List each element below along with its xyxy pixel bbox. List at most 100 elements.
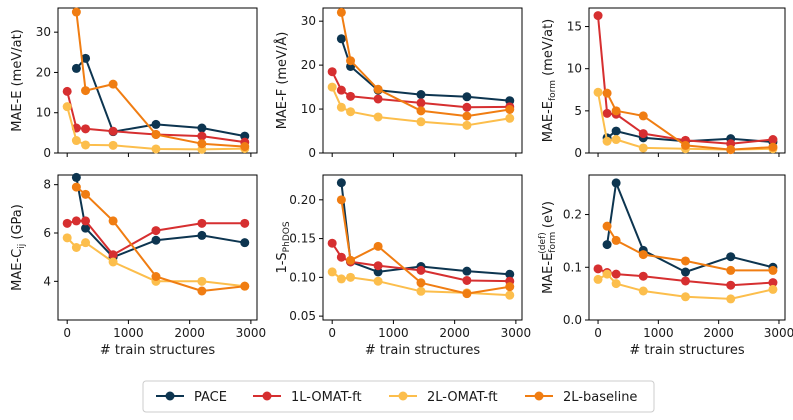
series-2l-baseline xyxy=(602,88,778,155)
data-point-2l-omat-ft xyxy=(81,140,91,150)
data-point-2l-omat-ft xyxy=(373,112,383,122)
data-point-1l-omat-ft xyxy=(602,108,612,118)
data-point-2l-baseline xyxy=(416,106,426,116)
y-axis-label: MAE-Cij (GPa) xyxy=(10,204,27,291)
data-point-2l-omat-ft xyxy=(197,276,207,286)
data-point-pace xyxy=(611,126,621,136)
data-point-1l-omat-ft xyxy=(197,131,207,141)
data-point-2l-baseline xyxy=(151,272,161,281)
data-point-2l-omat-ft xyxy=(505,290,515,300)
series-line-2l-baseline xyxy=(606,225,773,272)
x-tick-label: 3000 xyxy=(501,326,532,340)
data-point-2l-baseline xyxy=(151,129,161,139)
data-point-2l-omat-ft xyxy=(151,144,161,154)
data-point-2l-baseline xyxy=(108,79,118,89)
data-point-1l-omat-ft xyxy=(62,218,72,228)
data-point-2l-baseline xyxy=(611,235,621,245)
panel-mae-e: 0 10 20 30 MAE-E (meV/at) xyxy=(10,7,258,160)
data-point-2l-baseline xyxy=(726,145,736,155)
series-line-2l-baseline xyxy=(75,11,245,148)
data-point-pace xyxy=(151,119,161,129)
y-axis-label-sup: (def) xyxy=(538,232,548,253)
data-point-2l-baseline xyxy=(416,278,426,288)
data-point-pace xyxy=(462,92,472,102)
data-point-2l-baseline xyxy=(680,256,690,266)
data-point-1l-omat-ft xyxy=(416,265,426,275)
data-point-1l-omat-ft xyxy=(81,124,91,134)
x-tick-label: 3000 xyxy=(764,326,793,340)
y-tick-label: 10 xyxy=(36,106,51,120)
series-line-pace xyxy=(340,38,510,102)
legend-label: 1L-OMAT-ft xyxy=(291,390,362,405)
data-point-1l-omat-ft xyxy=(81,216,91,226)
data-point-pace xyxy=(151,235,161,245)
data-point-2l-omat-ft xyxy=(81,238,91,248)
series-line-2l-baseline xyxy=(340,12,510,118)
data-point-2l-omat-ft xyxy=(726,294,736,304)
legend-entry-2l-baseline: 2L-baseline xyxy=(525,390,637,405)
legend-marker xyxy=(534,391,544,401)
data-point-1l-omat-ft xyxy=(768,278,778,288)
data-point-pace xyxy=(505,96,515,106)
data-point-2l-baseline xyxy=(505,282,515,292)
data-point-2l-omat-ft xyxy=(327,267,337,277)
y-tick-label: 6 xyxy=(43,226,51,240)
y-tick-label: 30 xyxy=(301,14,316,28)
legend-label: PACE xyxy=(194,390,227,405)
panel-mae-def: 0 1000 2000 3000 0.0 0.1 0.2 # train structures… xyxy=(538,174,793,358)
data-point-1l-omat-ft xyxy=(62,86,72,96)
data-point-2l-baseline xyxy=(346,56,356,66)
legend-label: 2L-OMAT-ft xyxy=(427,390,498,405)
axes-frame xyxy=(588,174,786,321)
data-point-2l-omat-ft xyxy=(346,272,356,282)
y-tick-label: 0.20 xyxy=(289,193,316,207)
data-point-2l-omat-ft xyxy=(611,135,621,145)
data-point-1l-omat-ft xyxy=(373,94,383,104)
y-tick-label: 15 xyxy=(567,20,582,34)
x-tick-label: 1000 xyxy=(643,326,674,340)
series-1l-omat-ft xyxy=(327,67,515,112)
y-axis-label-sub: ij xyxy=(17,244,27,249)
data-point-2l-baseline xyxy=(336,195,346,205)
data-point-2l-omat-ft xyxy=(768,284,778,294)
data-point-2l-omat-ft xyxy=(602,136,612,146)
y-tick-label: 10 xyxy=(567,62,582,76)
data-point-1l-omat-ft xyxy=(336,252,346,262)
data-point-pace xyxy=(336,34,346,44)
data-point-2l-baseline xyxy=(240,142,250,152)
y-axis-label-sub: PhDOS xyxy=(282,221,292,252)
data-point-2l-baseline xyxy=(768,265,778,275)
y-axis-label-main: MAE-E xyxy=(541,101,556,142)
data-point-2l-omat-ft xyxy=(327,82,337,92)
data-point-pace xyxy=(240,238,250,248)
series-pace xyxy=(71,172,250,262)
y-axis-label-main: MAE-F (meV/Å) xyxy=(274,32,290,130)
data-point-1l-omat-ft xyxy=(726,280,736,290)
data-point-pace xyxy=(71,172,81,182)
data-point-2l-omat-ft xyxy=(416,286,426,296)
data-point-2l-omat-ft xyxy=(638,143,648,153)
legend-entry-1l-omat-ft: 1L-OMAT-ft xyxy=(253,390,362,405)
data-point-1l-omat-ft xyxy=(336,85,346,95)
x-axis-label: # train structures xyxy=(100,343,215,358)
y-tick-label: 0.0 xyxy=(563,313,582,327)
data-point-1l-omat-ft xyxy=(593,11,603,21)
data-point-pace xyxy=(336,178,346,188)
data-point-2l-omat-ft xyxy=(611,279,621,289)
data-point-2l-baseline xyxy=(71,7,81,17)
data-point-1l-omat-ft xyxy=(638,129,648,139)
data-point-2l-omat-ft xyxy=(373,276,383,286)
data-point-pace xyxy=(81,53,91,63)
x-tick-label: 2000 xyxy=(174,326,205,340)
data-point-1l-omat-ft xyxy=(416,98,426,108)
y-tick-label: 8 xyxy=(43,178,51,192)
series-pace xyxy=(336,34,515,106)
panel-mae-eform: 0 5 10 15 MAE-Eform (meV/at) xyxy=(541,7,786,160)
y-tick-label: 0 xyxy=(43,146,51,160)
y-tick-label: 4 xyxy=(43,274,51,288)
legend-entry-2l-omat-ft: 2L-OMAT-ft xyxy=(389,390,498,405)
x-tick-label: 1000 xyxy=(378,326,409,340)
y-axis-label-main: MAE-C xyxy=(10,249,25,291)
y-axis-label: MAE-Eform(def) (eV) xyxy=(538,201,558,294)
data-point-1l-omat-ft xyxy=(71,216,81,226)
